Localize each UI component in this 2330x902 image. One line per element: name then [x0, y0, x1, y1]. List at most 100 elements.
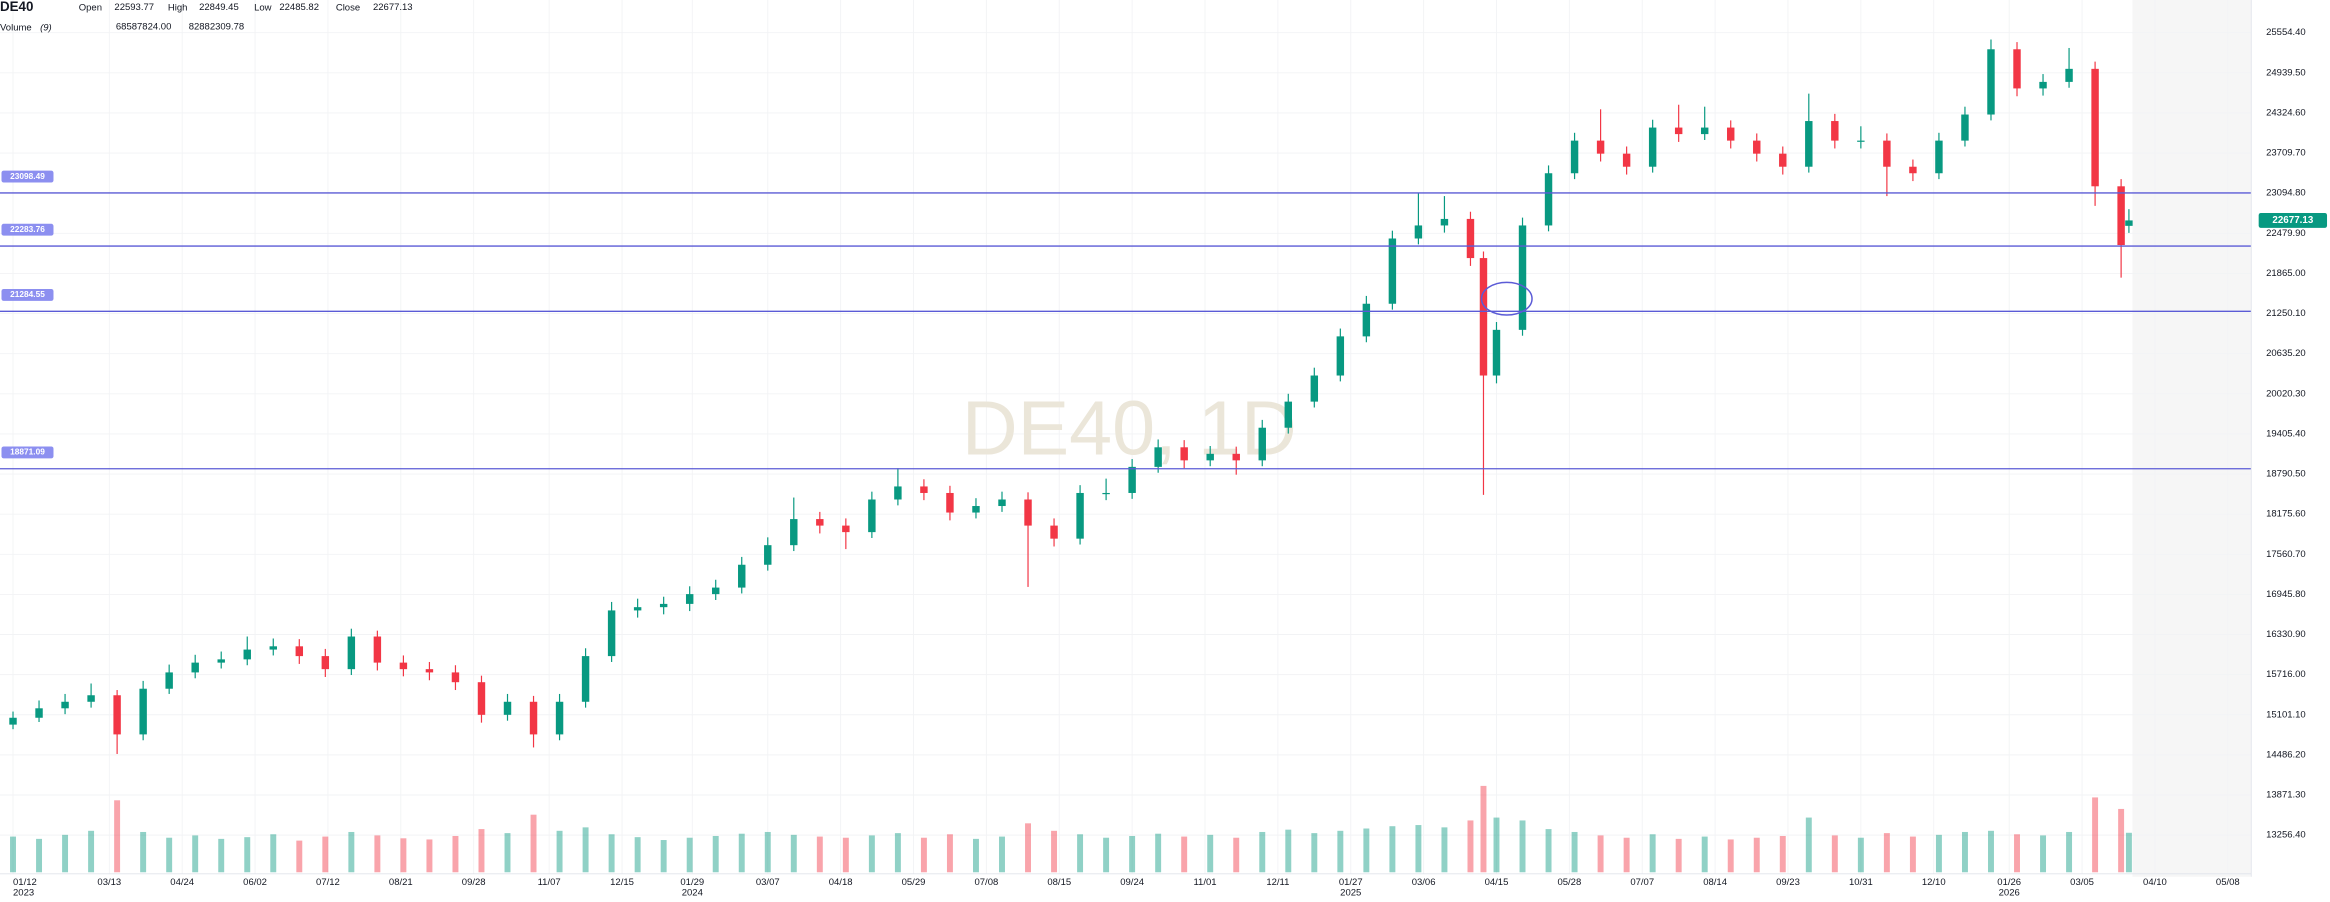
candle-body — [1310, 375, 1319, 402]
x-tick-label: 01/27 — [1339, 877, 1363, 888]
volume-bar — [999, 836, 1005, 873]
candle-body — [1909, 166, 1917, 174]
y-tick-label: 24939.50 — [2266, 67, 2306, 78]
x-tick-label: 04/10 — [2143, 877, 2167, 888]
volume-bar — [973, 838, 979, 873]
watermark: DE40, 1D — [962, 385, 1297, 471]
volume-bar — [920, 837, 927, 873]
x-tick-label: 03/05 — [2070, 877, 2094, 888]
candle-body — [1596, 140, 1605, 154]
volume-period: (9) — [40, 23, 52, 34]
volume-bar — [894, 833, 901, 873]
horizontal-line-label: 23098.49 — [10, 171, 45, 181]
candle-body — [243, 649, 251, 660]
y-tick-label: 17560.70 — [2266, 549, 2306, 560]
volume-bar — [218, 838, 225, 873]
volume-bar — [10, 836, 16, 873]
volume-bar — [530, 814, 537, 873]
candle-body — [1362, 303, 1371, 337]
volume-bar — [1935, 834, 1942, 873]
candle-body — [711, 587, 720, 595]
candle-body — [1050, 525, 1058, 539]
volume-value: 68587824.00 — [116, 21, 171, 32]
volume-bar — [790, 834, 797, 873]
y-tick-label: 13871.30 — [2266, 790, 2306, 801]
candle-body — [503, 701, 512, 715]
volume-bar — [816, 836, 823, 873]
volume-bar — [1337, 830, 1344, 873]
candle-body — [113, 695, 121, 735]
volume-bar — [1701, 836, 1708, 873]
candle-body — [1700, 127, 1709, 135]
volume-bar — [1025, 823, 1031, 873]
last-price-label: 22677.13 — [2272, 215, 2313, 226]
candle-body — [1440, 218, 1449, 226]
candle-body — [1232, 453, 1240, 461]
x-tick-label: 08/15 — [1047, 877, 1071, 888]
candle-body — [191, 662, 199, 673]
candle-body — [1805, 121, 1813, 167]
x-tick-label: 03/06 — [1412, 877, 1436, 888]
volume-bar — [582, 827, 589, 873]
horizontal-line-label: 21284.55 — [10, 289, 45, 299]
candle-body — [1935, 140, 1943, 174]
volume-bar — [1571, 831, 1578, 873]
legend-header[interactable]: DE40 Open 22593.77 High 22849.45 Low 224… — [0, 0, 413, 34]
volume-bar — [1389, 826, 1396, 873]
y-tick-label: 16330.90 — [2266, 629, 2306, 640]
candle-body — [1258, 427, 1266, 461]
volume-bar — [1857, 837, 1864, 873]
horizontal-line-label-bg — [1, 446, 54, 459]
candles — [9, 39, 2133, 754]
candle-body — [998, 499, 1006, 507]
candle-body — [1154, 447, 1162, 467]
candle-body — [920, 486, 928, 493]
candle-body — [894, 486, 902, 500]
volume-pane — [10, 785, 2132, 873]
x-tick-label: 03/07 — [756, 877, 780, 888]
y-tick-label: 22479.90 — [2266, 228, 2306, 239]
candle-body — [2091, 68, 2099, 187]
x-tick-label: 09/28 — [462, 877, 486, 888]
candle-body — [764, 545, 772, 565]
x-tick-label: 10/31 — [1849, 877, 1873, 888]
candle-body — [217, 659, 225, 663]
candle-body — [790, 519, 798, 546]
candle-body — [451, 672, 460, 683]
candle-body — [685, 594, 694, 604]
volume-bar — [738, 833, 745, 873]
volume-bar — [1883, 833, 1890, 873]
volume-bar — [842, 837, 849, 873]
volume-bar — [1480, 785, 1487, 873]
volume-bar — [166, 837, 173, 873]
x-tick-label: 04/15 — [1485, 877, 1509, 888]
x-tick-label: 03/13 — [97, 877, 121, 888]
volume-bar — [764, 831, 771, 873]
volume-bar — [504, 833, 511, 873]
y-tick-label: 21250.10 — [2266, 308, 2306, 319]
candle-body — [1987, 49, 1995, 115]
volume-bar — [1623, 837, 1630, 873]
candle-body — [633, 607, 642, 611]
x-tick-label: 07/08 — [974, 877, 998, 888]
volume-bar — [946, 834, 953, 873]
y-tick-label: 18790.50 — [2266, 469, 2306, 480]
volume-bar — [660, 840, 667, 873]
x-tick-label: 04/24 — [170, 877, 194, 888]
candle-body — [2125, 220, 2133, 226]
horizontal-line-label-bg — [1, 223, 54, 236]
candle-body — [529, 701, 538, 735]
candle-body — [35, 708, 43, 718]
volume-bar — [1831, 835, 1838, 873]
close-value: 22677.13 — [373, 2, 413, 13]
x-tick-label: 08/21 — [389, 877, 413, 888]
volume-bar — [426, 839, 433, 873]
volume-bar — [374, 835, 381, 873]
volume-bar — [1181, 836, 1188, 873]
volume-bar — [296, 840, 303, 873]
candle-body — [1492, 329, 1501, 376]
x-year-label: 2024 — [682, 888, 703, 899]
y-tick-label: 25554.40 — [2266, 27, 2306, 38]
x-tick-label: 06/02 — [243, 877, 267, 888]
